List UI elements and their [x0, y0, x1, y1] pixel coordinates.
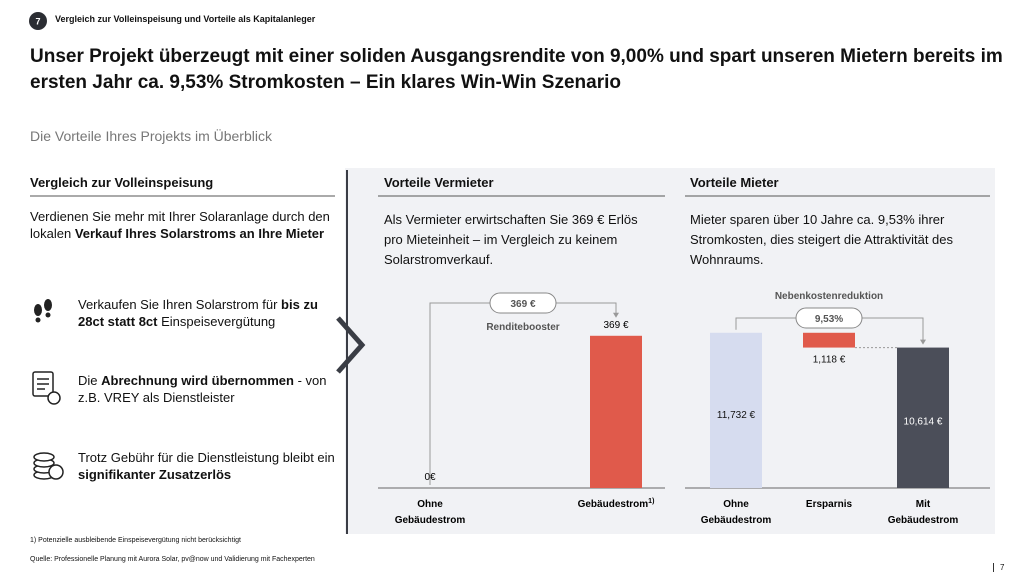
- footnote: 1) Potenzielle ausbleibende Einspeisever…: [30, 537, 241, 544]
- benefit-item: Trotz Gebühr für die Dienstleistung blei…: [78, 449, 340, 483]
- x-tick-label: Ohne Gebäudestrom: [701, 499, 772, 526]
- x-tick-label: Mit Gebäudestrom: [888, 499, 959, 526]
- annotation: 9,53%: [815, 314, 843, 325]
- tenant-heading: Vorteile Mieter: [690, 175, 779, 190]
- title: Unser Projekt überzeugt mit einer solide…: [30, 46, 1003, 93]
- subtitle: Die Vorteile Ihres Projekts im Überblick: [30, 128, 272, 144]
- arrow: [920, 339, 926, 345]
- annotation-pill: [795, 307, 863, 329]
- chart-title: Nebenkostenreduktion: [775, 291, 883, 302]
- section-label: Vergleich zur Volleinspeisung und Vortei…: [55, 14, 316, 24]
- annotation: 369 €: [510, 299, 535, 310]
- tenant-text: Mieter sparen über 10 Jahre ca. 9,53% ih…: [690, 212, 954, 267]
- text-run: Verkauf Ihres Solarstroms an Ihre Mieter: [74, 226, 325, 241]
- value-label: 11,732 €: [717, 410, 756, 421]
- badge-circle: [29, 12, 47, 30]
- x-tick-label: Gebäudestrom1): [578, 498, 655, 510]
- value-label: 1,118 €: [813, 355, 846, 366]
- benefit-item: Verkaufen Sie Ihren Solarstrom für bis z…: [78, 296, 340, 330]
- landlord-text: Als Vermieter erwirtschaften Sie 369 € E…: [384, 212, 638, 267]
- chevron: [336, 316, 366, 374]
- text-run: - von z.B. VREY als Dienstleister: [78, 373, 327, 405]
- bar: [803, 332, 855, 348]
- badge-number: 7: [35, 17, 40, 27]
- icon-coins: [33, 452, 64, 480]
- panel-background: [345, 168, 995, 534]
- annotation-label: Renditebooster: [486, 322, 559, 333]
- value-label: 10,614 €: [904, 417, 943, 428]
- text-run: signifikanter Zusatzerlös: [78, 467, 232, 482]
- text-run: Verdienen Sie mehr mit Ihrer Solaranlage…: [30, 209, 330, 241]
- left-heading: Vergleich zur Volleinspeisung: [30, 175, 214, 190]
- benefit-item: Die Abrechnung wird übernommen - von z.B…: [78, 372, 340, 406]
- text-run: Einspeisevergütung: [157, 314, 276, 329]
- bar: [590, 335, 642, 488]
- intro-text: Verdienen Sie mehr mit Ihrer Solaranlage…: [30, 208, 330, 242]
- bar: [710, 332, 762, 488]
- x-tick-label: Ersparnis: [806, 499, 853, 510]
- icon-document: [32, 371, 61, 405]
- arrow: [613, 312, 619, 318]
- icon-footsteps: [34, 299, 52, 323]
- bar: [897, 347, 949, 488]
- text-run: Trotz Gebühr für die Dienstleistung blei…: [78, 450, 335, 465]
- text-run: Verkaufen Sie Ihren Solarstrom für: [78, 297, 282, 312]
- value-label: 369 €: [603, 320, 628, 331]
- text-run: bis zu 28ct statt 8ct: [78, 297, 318, 329]
- x-tick-label: Ohne Gebäudestrom: [395, 499, 466, 526]
- text-run: Abrechnung wird übernommen: [101, 373, 294, 388]
- text-run: Die: [78, 373, 102, 388]
- source: Quelle: Professionelle Planung mit Auror…: [30, 556, 315, 563]
- page-number: 7: [993, 563, 1004, 572]
- footnote-ref: 1): [648, 498, 654, 505]
- landlord-heading: Vorteile Vermieter: [384, 175, 494, 190]
- annotation-pill: [489, 292, 557, 314]
